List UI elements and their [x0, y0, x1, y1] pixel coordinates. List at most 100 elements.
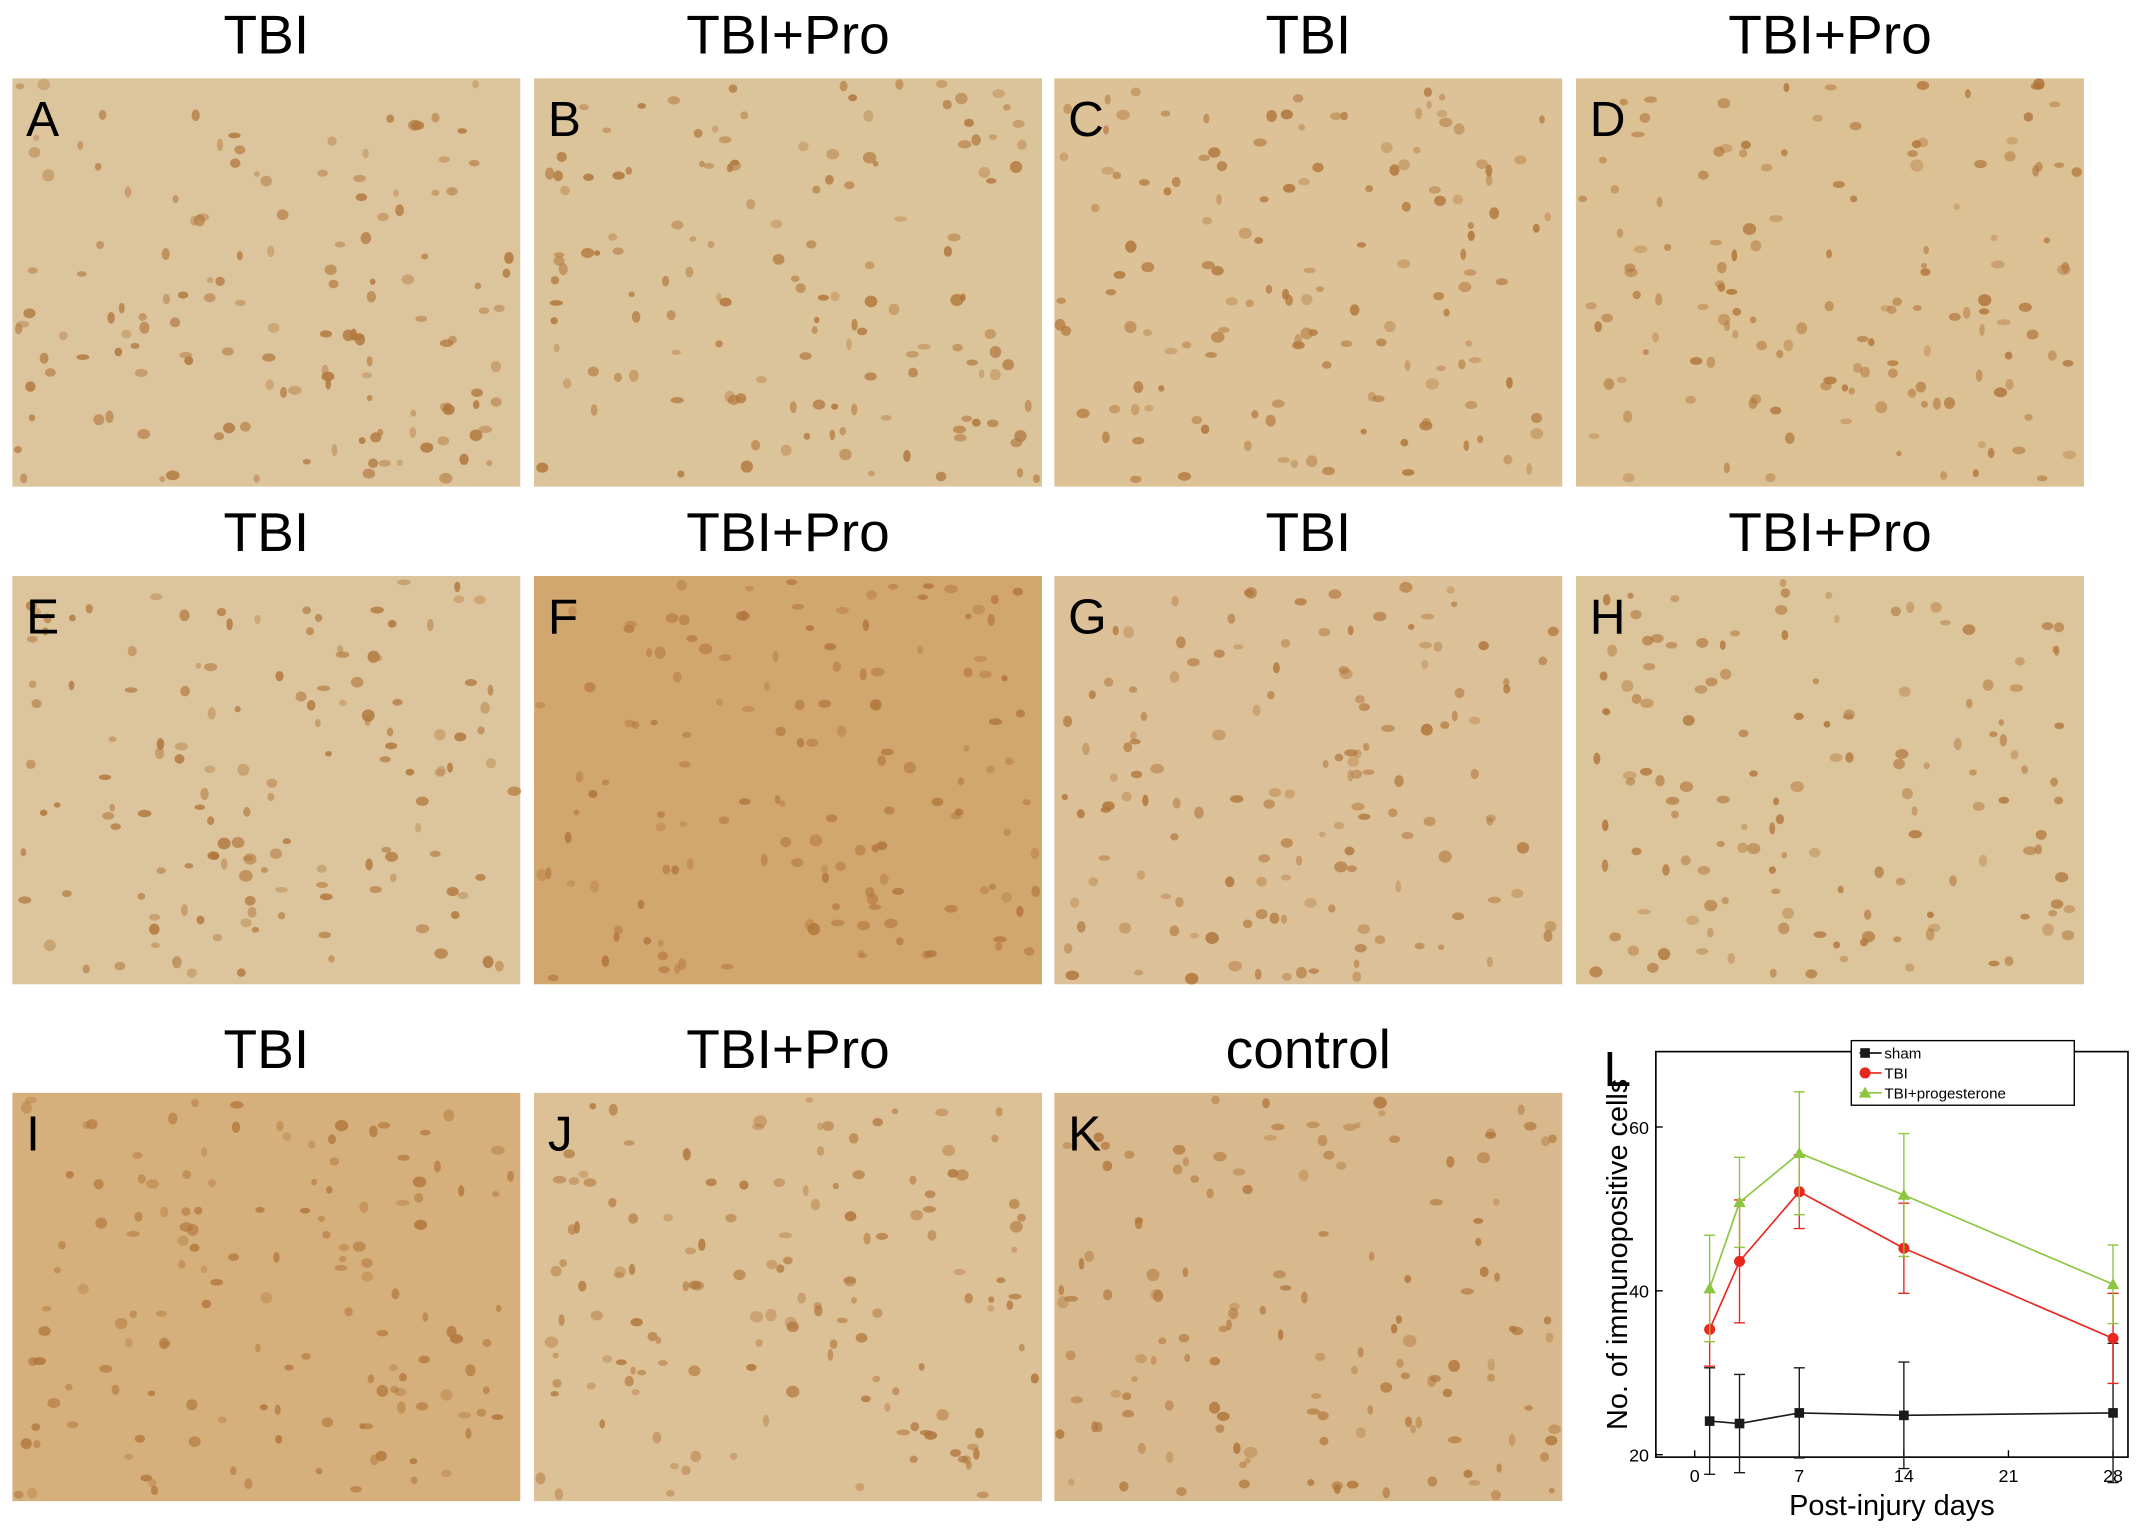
cell	[69, 614, 76, 622]
cell	[789, 401, 797, 414]
cell	[1650, 634, 1664, 643]
cell	[1452, 194, 1464, 205]
cell	[439, 339, 454, 348]
cell	[68, 680, 75, 691]
cell	[875, 1232, 888, 1240]
cell	[1119, 922, 1132, 934]
cell	[1367, 1405, 1374, 1415]
cell	[1769, 215, 1783, 223]
cell	[813, 316, 820, 324]
cell	[1404, 1416, 1413, 1428]
cell	[588, 790, 598, 798]
cell	[1962, 307, 1971, 319]
cell	[848, 94, 858, 102]
cell	[247, 906, 257, 918]
cell	[1263, 1134, 1278, 1141]
cell	[1731, 249, 1738, 262]
cell	[155, 1310, 167, 1317]
cell	[1176, 1487, 1187, 1497]
cell	[578, 1170, 589, 1179]
cell	[1508, 1325, 1517, 1333]
cell	[579, 103, 589, 111]
cell	[492, 1191, 500, 1198]
cell	[1216, 193, 1222, 205]
cell	[1254, 968, 1262, 980]
cell	[2004, 351, 2013, 360]
cell	[480, 701, 491, 714]
cell	[2006, 136, 2018, 145]
cell	[1607, 644, 1618, 657]
cell	[862, 619, 870, 631]
cell	[43, 939, 56, 952]
cell	[575, 771, 584, 783]
cell	[1962, 624, 1976, 635]
cell	[1032, 474, 1041, 483]
cell	[995, 1107, 1003, 1117]
cell	[1863, 909, 1872, 920]
cell	[490, 361, 502, 373]
cell	[2053, 645, 2060, 656]
cell	[1215, 1424, 1225, 1433]
cell	[741, 705, 755, 713]
cell	[2035, 161, 2043, 172]
plot-frame	[1655, 1050, 2129, 1458]
cell	[288, 385, 302, 395]
cell	[377, 212, 389, 222]
cell	[719, 654, 732, 662]
cell	[666, 310, 676, 321]
cell	[1213, 649, 1225, 658]
cell	[805, 1097, 814, 1103]
cell	[362, 148, 369, 159]
cell	[1824, 301, 1834, 312]
x-tick-label: 21	[1999, 1466, 2019, 1486]
cell	[127, 645, 137, 657]
cell	[314, 718, 321, 728]
cell	[1064, 1295, 1078, 1302]
cell	[275, 1435, 283, 1444]
cell	[917, 343, 931, 350]
cell	[552, 1175, 567, 1184]
cell	[96, 240, 105, 250]
cell	[321, 1417, 334, 1428]
cell	[114, 961, 126, 971]
cell	[1912, 304, 1922, 312]
cell	[989, 369, 1001, 381]
cell	[1076, 921, 1086, 933]
cell	[1443, 308, 1450, 317]
panel-letter: I	[26, 1107, 40, 1162]
cell	[1380, 141, 1393, 154]
cell	[739, 1180, 749, 1190]
cell	[1780, 149, 1788, 157]
cell	[1228, 960, 1243, 972]
panel-title: TBI+Pro	[1728, 4, 1931, 66]
cell	[836, 725, 847, 737]
cell	[1209, 1357, 1221, 1366]
cell	[883, 806, 895, 815]
cell	[53, 1266, 61, 1274]
cell	[957, 777, 965, 786]
cell	[1589, 966, 1603, 978]
cell	[586, 1382, 596, 1390]
cell	[1349, 304, 1360, 316]
cell	[15, 320, 30, 328]
cell	[1351, 1365, 1358, 1375]
cell	[1208, 147, 1221, 158]
micrograph	[1054, 575, 1563, 985]
cell	[686, 635, 698, 643]
cell	[231, 1121, 241, 1133]
cell	[1109, 773, 1118, 782]
cell	[1694, 685, 1708, 694]
cell	[1720, 668, 1732, 680]
cell	[775, 726, 786, 737]
cell	[1717, 313, 1731, 326]
cell	[746, 199, 756, 210]
cell	[765, 1308, 777, 1322]
cell	[1230, 795, 1244, 803]
cell	[265, 379, 274, 390]
cell	[1414, 942, 1425, 950]
cell	[434, 768, 445, 777]
cell	[1110, 1389, 1122, 1398]
cell	[637, 899, 645, 910]
cell	[376, 1329, 389, 1337]
cell	[536, 868, 548, 882]
